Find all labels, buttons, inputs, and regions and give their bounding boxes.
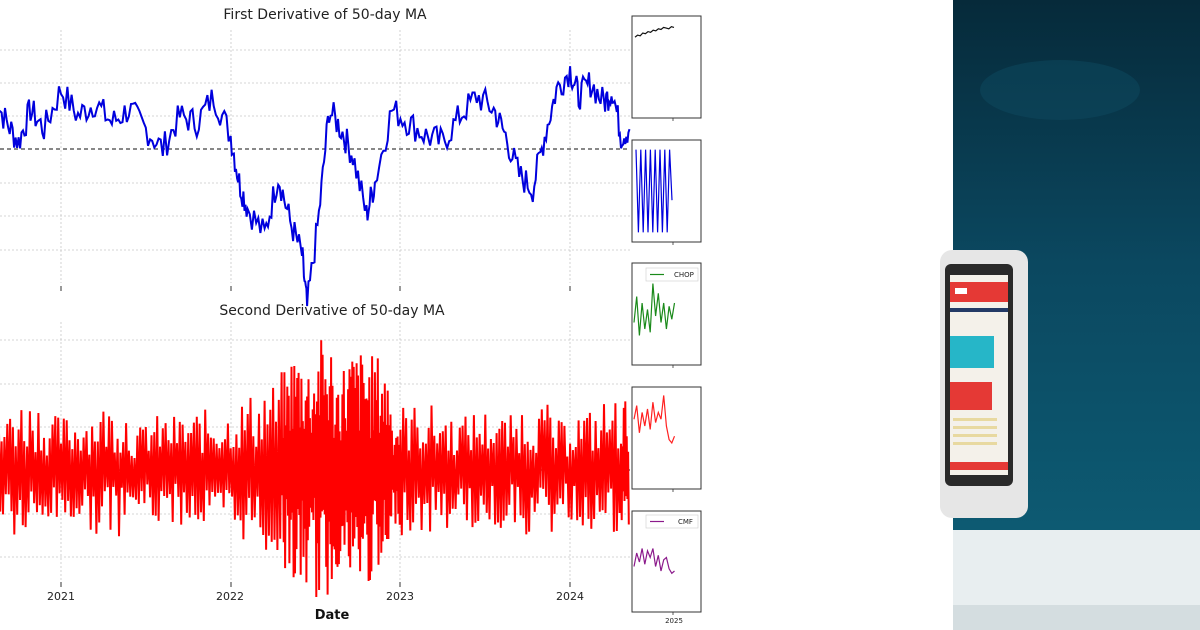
small-panel-series-line <box>633 395 676 445</box>
x-tick-2021: 2021 <box>47 590 75 603</box>
x-tick-2022: 2022 <box>216 590 244 603</box>
screen-header-logo <box>955 288 967 294</box>
screen-header-bar <box>950 282 1008 302</box>
screen-text-line <box>953 418 997 421</box>
screen-nav-bar <box>950 308 1008 312</box>
second-derivative-title: Second Derivative of 50-day MA <box>219 303 445 319</box>
legend-label: CHOP <box>674 271 694 279</box>
screen-text-line <box>953 442 997 445</box>
small-panel-series-line <box>635 149 673 233</box>
small-panel-series-line <box>633 548 675 575</box>
small-panel-CHOP: CHOP <box>631 262 702 368</box>
screen-text-line <box>953 426 997 429</box>
screen-red-block <box>950 382 992 410</box>
small-panel-indicator <box>631 386 702 492</box>
first-derivative-x-ticks <box>60 286 571 291</box>
small-panel-series-line <box>633 283 676 336</box>
first-derivative-chart: First Derivative of 50-day MA <box>0 7 631 307</box>
screen-footer-bar <box>950 462 1008 470</box>
screen-text-line <box>953 434 997 437</box>
legend-box <box>645 267 699 282</box>
small-panel-price <box>631 15 702 121</box>
legend-box <box>645 514 699 529</box>
small-panel-legend: CMF <box>645 514 699 529</box>
legend-label: CMF <box>678 518 693 526</box>
small-indicator-panels: CHOP CMF <box>631 15 702 615</box>
small-panel-x-tick-2025: 2025 <box>665 617 683 625</box>
illustration-floor-shadow <box>953 605 1200 630</box>
small-panel-frame <box>631 386 702 490</box>
small-panel-series-line <box>634 26 675 38</box>
x-tick-2023: 2023 <box>386 590 414 603</box>
side-illustration <box>940 0 1200 630</box>
second-derivative-x-ticks <box>60 582 571 587</box>
second-derivative-chart: Second Derivative of 50-day MA 2021 2022… <box>0 303 630 623</box>
small-panel-signal <box>631 139 702 245</box>
first-derivative-series-line <box>0 66 631 307</box>
illustration-watermark <box>980 60 1140 120</box>
second-derivative-series-line <box>0 340 630 598</box>
small-panel-legend: CHOP <box>645 267 699 282</box>
x-axis-title: Date <box>315 608 350 623</box>
screen-cyan-block <box>950 336 994 368</box>
small-panel-CMF: CMF <box>631 510 702 615</box>
first-derivative-title: First Derivative of 50-day MA <box>223 7 427 23</box>
small-panel-frame <box>631 15 702 119</box>
x-tick-2024: 2024 <box>556 590 584 603</box>
